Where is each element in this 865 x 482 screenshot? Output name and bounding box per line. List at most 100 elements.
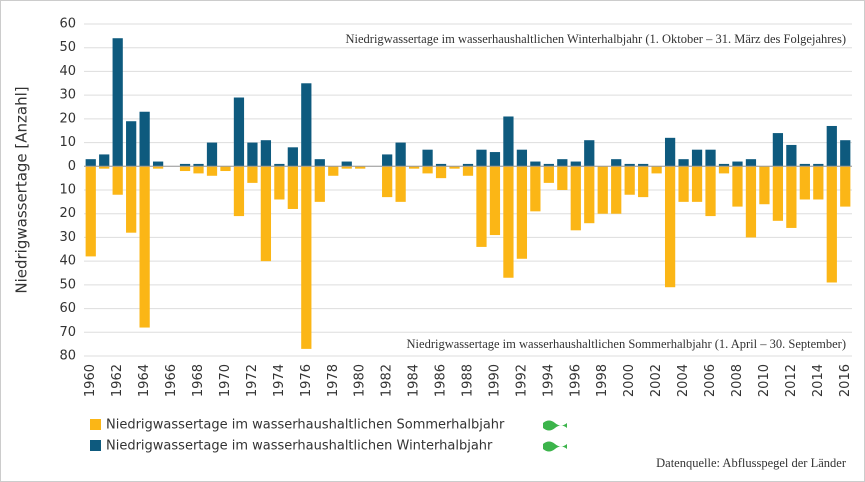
- x-tick-label: 2014: [811, 364, 826, 397]
- bar: [611, 166, 622, 214]
- bar: [705, 166, 716, 217]
- bar: [260, 140, 272, 167]
- bar: [570, 161, 581, 167]
- x-tick-label: 1982: [380, 364, 395, 397]
- bar: [489, 152, 501, 167]
- y-axis-label: Niedrigwassertage [Anzahl]: [13, 86, 31, 293]
- bar: [745, 159, 757, 167]
- x-tick-label: 1968: [191, 364, 206, 397]
- bar: [745, 166, 757, 238]
- bar: [233, 166, 245, 217]
- bar: [597, 166, 608, 214]
- bar: [112, 38, 123, 167]
- x-tick-label: 2016: [838, 364, 853, 397]
- bar: [233, 97, 245, 167]
- bar: [247, 142, 258, 167]
- x-tick-label: 2004: [676, 364, 691, 397]
- bar: [179, 166, 191, 172]
- bar: [382, 166, 393, 198]
- bar: [287, 147, 298, 167]
- bar: [395, 166, 406, 202]
- bar: [193, 163, 204, 167]
- y-tick-label: 20: [59, 206, 76, 221]
- bar: [543, 166, 554, 183]
- bar: [651, 166, 662, 174]
- x-tick-label: 2000: [622, 364, 637, 397]
- bar: [530, 161, 541, 167]
- bar: [301, 83, 312, 167]
- bar: [705, 149, 716, 167]
- bar: [826, 166, 837, 283]
- bar: [462, 163, 474, 167]
- bar: [152, 161, 164, 167]
- y-tick-label: 60: [59, 301, 76, 316]
- bar: [584, 166, 595, 224]
- x-tick-label: 1988: [461, 364, 476, 397]
- bar: [206, 166, 218, 176]
- y-tick-label: 20: [59, 111, 76, 126]
- bar: [382, 154, 393, 167]
- y-tick-label: 40: [59, 64, 76, 79]
- x-tick-label: 1960: [83, 364, 98, 397]
- bar: [435, 166, 447, 179]
- bar: [678, 166, 689, 202]
- bar: [489, 166, 501, 236]
- bar: [422, 149, 433, 167]
- x-tick-label: 2006: [703, 364, 718, 397]
- bar: [206, 142, 218, 167]
- bar: [557, 166, 568, 190]
- bar: [718, 166, 730, 174]
- bar: [772, 133, 784, 167]
- source: Datenquelle: Abflusspegel der Länder: [656, 456, 847, 470]
- bar: [462, 166, 474, 176]
- y-tick-label: 80: [59, 349, 76, 364]
- bar: [691, 166, 703, 202]
- bar: [112, 166, 123, 195]
- bar: [301, 166, 312, 349]
- bar: [449, 166, 460, 169]
- bar: [139, 111, 150, 167]
- bar: [220, 166, 231, 172]
- bar: [179, 163, 191, 167]
- bar: [476, 166, 487, 247]
- bar: [139, 166, 150, 328]
- bar: [260, 166, 272, 262]
- x-tick-label: 2002: [649, 364, 664, 397]
- y-tick-label: 10: [59, 135, 76, 150]
- x-tick-label: 1970: [218, 364, 233, 397]
- annotation: Niedrigwassertage im wasserhaushaltliche…: [407, 337, 846, 351]
- bar: [287, 166, 298, 209]
- bar: [126, 121, 137, 167]
- x-tick-label: 1976: [299, 364, 314, 397]
- x-tick-label: 1994: [541, 364, 556, 397]
- bar: [799, 166, 810, 200]
- legend-label: Niedrigwassertage im wasserhaushaltliche…: [106, 439, 493, 454]
- bar: [99, 166, 110, 169]
- x-tick-label: 1974: [272, 364, 287, 397]
- legend-icon: [543, 441, 567, 452]
- bar: [638, 166, 649, 198]
- bar: [624, 166, 635, 195]
- bar: [786, 144, 797, 167]
- bar: [408, 166, 420, 169]
- bar: [813, 166, 824, 200]
- bar: [759, 166, 770, 205]
- bar: [732, 166, 743, 207]
- bar: [570, 166, 581, 231]
- x-tick-label: 2012: [784, 364, 799, 397]
- annotation: Niedrigwassertage im wasserhaushaltliche…: [345, 32, 846, 46]
- bar: [476, 149, 487, 167]
- bar: [193, 166, 204, 174]
- bar: [274, 163, 285, 167]
- bar: [503, 166, 514, 278]
- bar: [341, 166, 352, 169]
- bar: [691, 149, 703, 167]
- x-tick-label: 2010: [757, 364, 772, 397]
- bar: [314, 159, 325, 167]
- bar: [503, 116, 514, 167]
- y-tick-label: 0: [68, 159, 76, 174]
- y-tick-label: 30: [59, 88, 76, 103]
- bar: [664, 166, 676, 288]
- bar: [435, 163, 447, 167]
